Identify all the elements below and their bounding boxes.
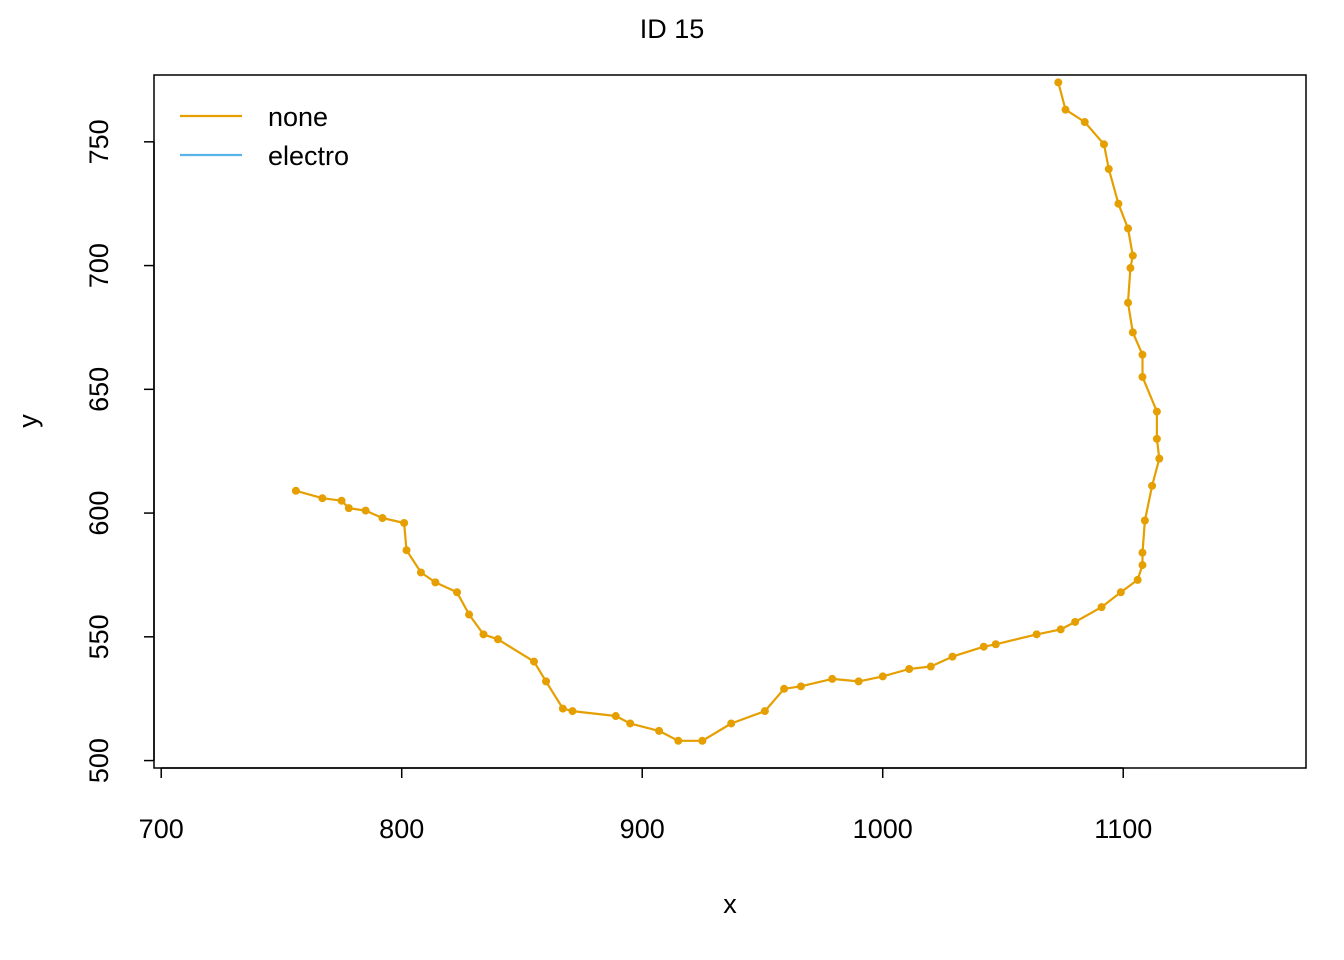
y-tick-label: 700 xyxy=(84,243,114,288)
data-point xyxy=(400,518,409,527)
data-point xyxy=(1124,224,1133,233)
data-point xyxy=(479,630,488,639)
y-tick-label: 550 xyxy=(84,614,114,659)
y-tick-label: 500 xyxy=(84,738,114,783)
plot-frame xyxy=(153,74,1307,769)
y-axis-label: y xyxy=(13,414,43,428)
data-point xyxy=(378,514,387,523)
data-point xyxy=(979,642,988,651)
data-point xyxy=(674,736,683,745)
data-point xyxy=(1148,481,1157,490)
data-point xyxy=(698,736,707,745)
data-point xyxy=(431,578,440,587)
data-point xyxy=(1114,199,1123,208)
data-point xyxy=(854,677,863,686)
data-point xyxy=(318,494,327,503)
data-point xyxy=(568,707,577,716)
data-point xyxy=(1152,434,1161,443)
data-point xyxy=(1054,78,1063,87)
x-tick-label: 700 xyxy=(139,814,184,844)
data-point xyxy=(291,486,300,495)
data-point xyxy=(416,568,425,577)
data-point xyxy=(1155,454,1164,463)
data-point xyxy=(1128,251,1137,260)
x-tick-label: 1000 xyxy=(853,814,913,844)
data-point xyxy=(1152,407,1161,416)
data-point xyxy=(453,588,462,597)
data-point xyxy=(611,712,620,721)
data-point xyxy=(878,672,887,681)
data-point xyxy=(1128,328,1137,337)
data-point xyxy=(727,719,736,728)
legend-label: electro xyxy=(268,141,349,171)
data-point xyxy=(1061,105,1070,114)
data-point xyxy=(780,684,789,693)
x-axis: 700 800 900 1000 1100 xyxy=(139,767,1152,844)
data-point xyxy=(1133,575,1142,584)
chart-title: ID 15 xyxy=(640,14,705,44)
data-point xyxy=(991,640,1000,649)
data-point xyxy=(1138,548,1147,557)
data-point xyxy=(1116,588,1125,597)
x-axis-label: x xyxy=(723,889,737,919)
data-point xyxy=(1032,630,1041,639)
data-point xyxy=(1126,264,1135,273)
x-tick-label: 800 xyxy=(379,814,424,844)
series-layer xyxy=(291,78,1164,745)
data-point xyxy=(402,546,411,555)
data-point xyxy=(1056,625,1065,634)
data-point xyxy=(558,704,567,713)
data-point xyxy=(529,657,538,666)
y-axis: 500 550 600 650 700 750 xyxy=(84,119,155,783)
data-point xyxy=(760,707,769,716)
data-point xyxy=(1099,140,1108,149)
data-point xyxy=(1071,617,1080,626)
data-point xyxy=(337,496,346,505)
data-point xyxy=(344,504,353,513)
data-point xyxy=(828,674,837,683)
data-point xyxy=(1138,561,1147,570)
data-point xyxy=(905,665,914,673)
data-point xyxy=(465,610,474,619)
data-point xyxy=(948,652,957,661)
data-point xyxy=(361,506,370,515)
data-point xyxy=(1124,298,1133,307)
data-point xyxy=(493,635,502,644)
data-point xyxy=(655,726,664,735)
data-point xyxy=(1138,372,1147,381)
data-point xyxy=(626,719,635,728)
y-tick-label: 750 xyxy=(84,119,114,164)
y-tick-label: 650 xyxy=(84,367,114,412)
series-line-none xyxy=(295,82,1161,742)
legend: none electro xyxy=(180,102,349,171)
data-point xyxy=(926,662,935,671)
data-point xyxy=(1104,165,1113,174)
data-point xyxy=(1097,603,1106,612)
data-point xyxy=(796,682,805,691)
data-point xyxy=(1140,516,1149,525)
x-tick-label: 900 xyxy=(620,814,665,844)
legend-label: none xyxy=(268,102,328,132)
data-point xyxy=(542,677,551,686)
y-tick-label: 600 xyxy=(84,491,114,536)
x-tick-label: 1100 xyxy=(1094,814,1152,844)
data-point xyxy=(1138,350,1147,359)
data-point xyxy=(1080,118,1089,127)
